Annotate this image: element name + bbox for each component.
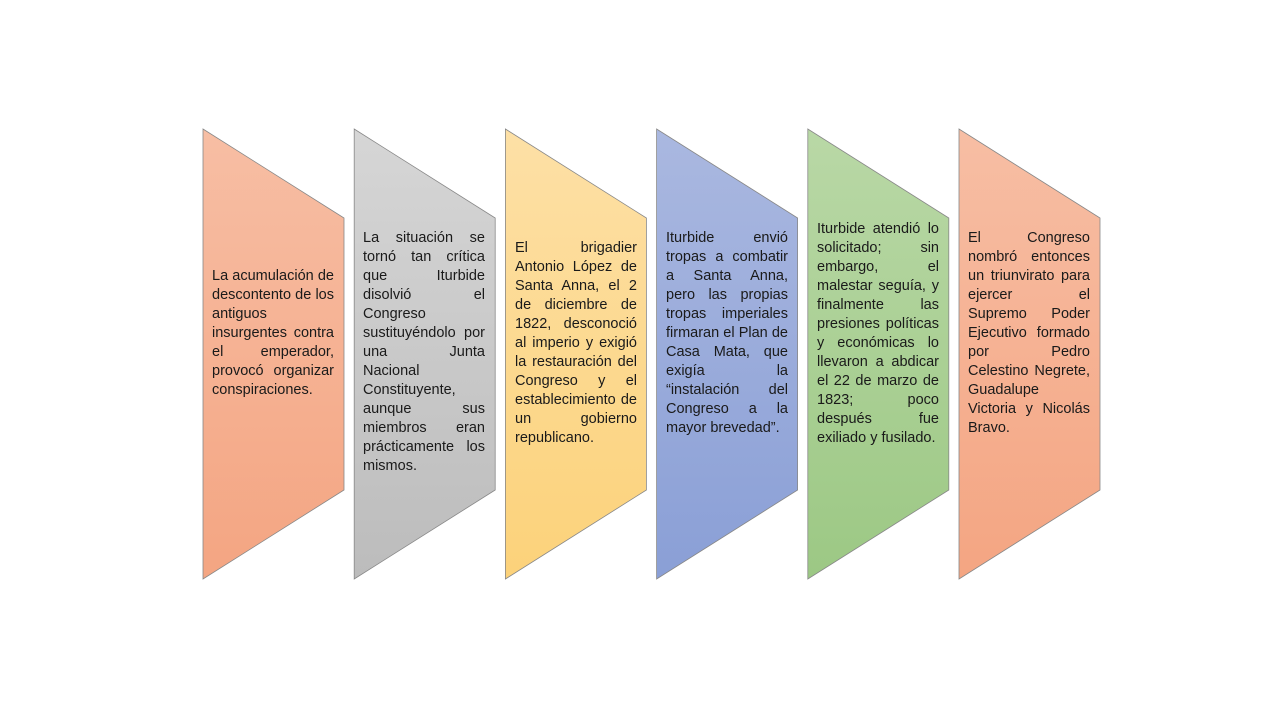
step-2-text: La situación se tornó tan crítica que It… (363, 230, 485, 474)
step-4-shape (656, 128, 798, 580)
step-1-shape (202, 128, 345, 580)
step-4-text: Iturbide envió tropas a combatir a Santa… (666, 230, 788, 436)
step-2-shape (353, 128, 496, 580)
step-5-text: Iturbide atendió lo solicitado; sin emba… (817, 221, 939, 446)
step-6-shape (958, 128, 1101, 580)
step-3-shape (504, 128, 647, 580)
step-3-text: El brigadier Antonio López de Santa Anna… (515, 240, 637, 446)
step-1-text: La acumulación de descontento de los ant… (212, 268, 334, 398)
step-5-shape (807, 128, 950, 580)
step-6-text: El Congreso nombró entonces un triunvira… (968, 230, 1090, 436)
